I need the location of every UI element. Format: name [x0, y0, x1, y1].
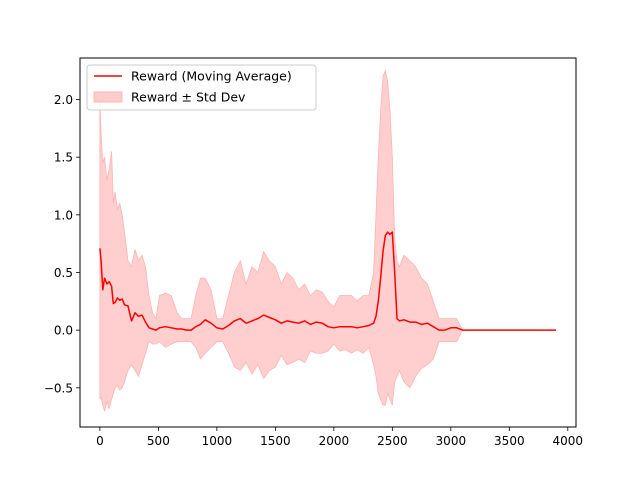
x-tick-label: 3000	[436, 434, 467, 448]
y-tick-label: 1.5	[54, 151, 73, 165]
axes-frame	[79, 57, 577, 428]
plot-area	[99, 69, 557, 413]
y-tick-label: −0.5	[44, 381, 73, 395]
legend-swatch-band	[93, 91, 123, 103]
legend-label-std-dev: Reward ± Std Dev	[131, 90, 246, 105]
x-tick-label: 1000	[202, 434, 233, 448]
legend: Reward (Moving Average) Reward ± Std Dev	[86, 64, 317, 111]
x-tick-label: 1500	[260, 434, 291, 448]
y-tick-label: 2.0	[54, 93, 73, 107]
x-tick-label: 500	[147, 434, 170, 448]
x-tick-label: 3500	[494, 434, 525, 448]
y-axis: −0.5 0.0 0.5 1.0 1.5 2.0	[44, 93, 80, 395]
y-tick-label: 1.0	[54, 208, 73, 222]
x-tick-label: 2500	[377, 434, 408, 448]
y-tick-label: 0.5	[54, 266, 73, 280]
legend-box	[86, 64, 317, 111]
legend-label-moving-average: Reward (Moving Average)	[131, 69, 292, 84]
x-tick-label: 4000	[553, 434, 584, 448]
x-axis: 0 500 1000 1500 2000 2500 3000 3500 4000	[96, 427, 583, 448]
moving-average-line	[99, 231, 557, 331]
y-tick-label: 0.0	[54, 324, 73, 338]
x-tick-label: 0	[96, 434, 104, 448]
x-tick-label: 2000	[319, 434, 350, 448]
